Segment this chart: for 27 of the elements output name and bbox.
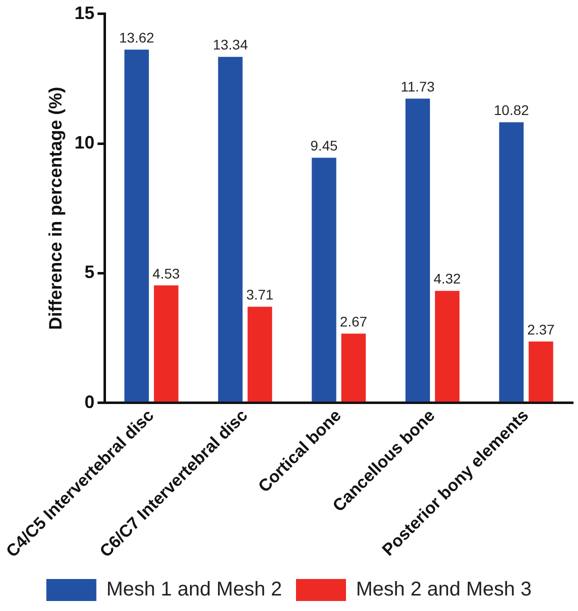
- data-label: 2.37: [527, 321, 555, 338]
- legend-label: Mesh 2 and Mesh 3: [356, 578, 532, 601]
- bar: [405, 98, 430, 402]
- bar: [218, 56, 243, 402]
- bar: [248, 306, 272, 402]
- data-label: 10.82: [494, 102, 530, 118]
- y-tick-label: 5: [84, 262, 95, 282]
- data-label: 4.53: [152, 265, 180, 282]
- data-label: 4.32: [434, 270, 462, 287]
- data-label: 2.67: [340, 314, 368, 330]
- y-tick-label: 15: [74, 2, 95, 23]
- bar: [528, 341, 554, 402]
- data-label: 13.62: [119, 29, 154, 46]
- y-tick-label: 10: [74, 132, 95, 152]
- y-axis-title: Difference in percentage (%): [46, 86, 66, 330]
- bar: [124, 50, 149, 402]
- bar: [499, 122, 524, 402]
- legend-label: Mesh 1 and Mesh 2: [106, 578, 282, 601]
- data-label: 13.34: [212, 36, 248, 53]
- bar: [434, 290, 460, 402]
- bar: [154, 285, 178, 402]
- data-label: 9.45: [310, 138, 338, 154]
- bar: [341, 334, 366, 402]
- y-tick-label: 0: [84, 392, 95, 412]
- data-label: 11.73: [400, 78, 435, 94]
- data-label: 3.71: [246, 286, 274, 303]
- bar: [312, 158, 336, 402]
